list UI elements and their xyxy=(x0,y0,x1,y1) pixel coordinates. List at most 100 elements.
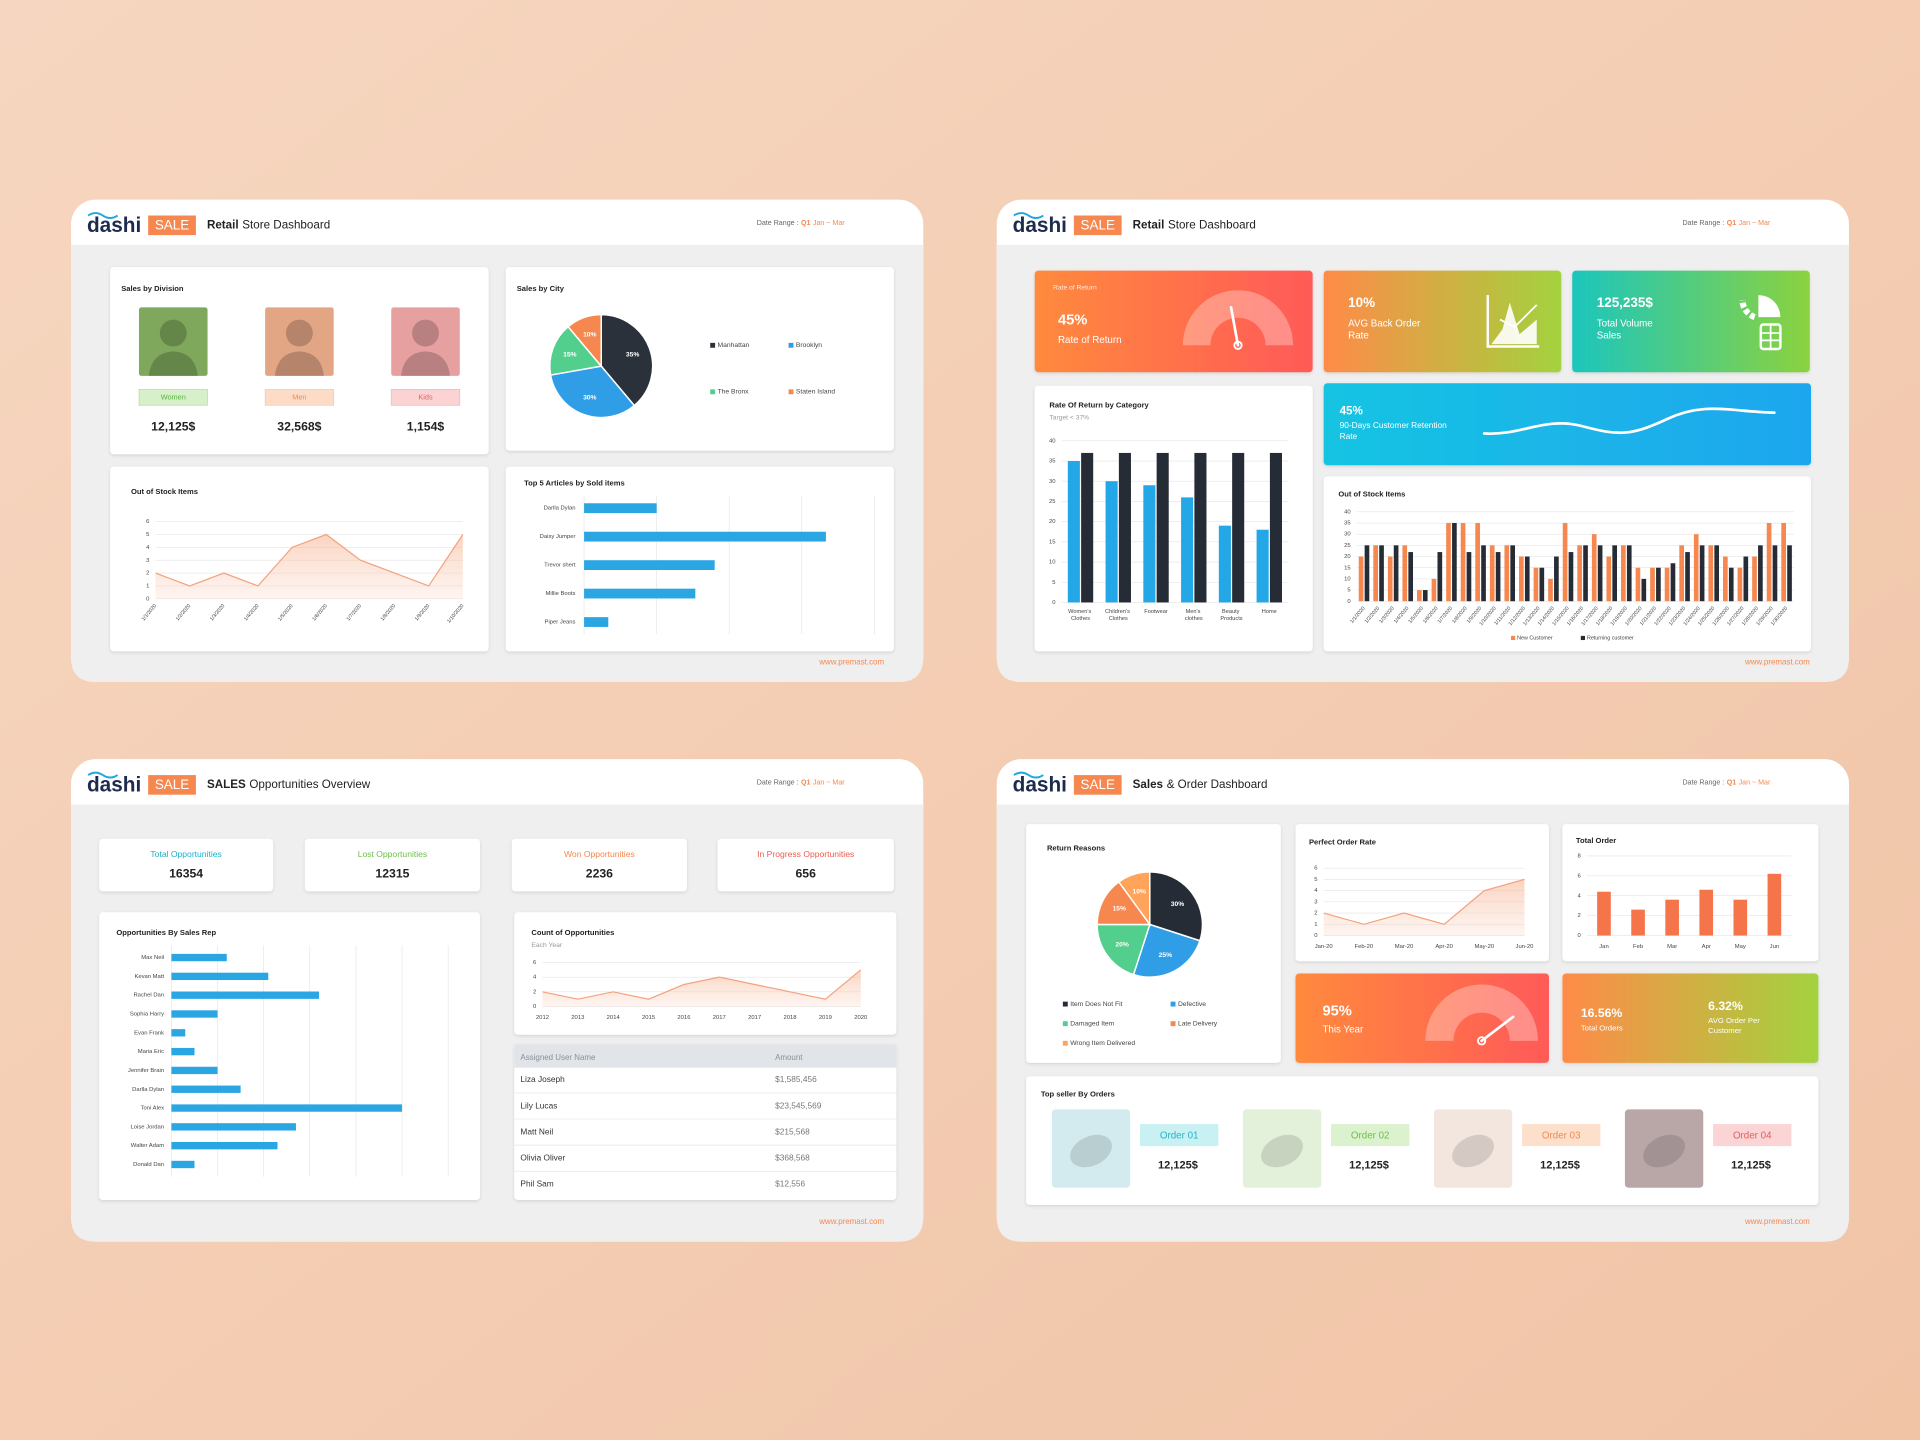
bar xyxy=(1693,534,1699,602)
y-tick-label: 8 xyxy=(1578,853,1581,859)
bar xyxy=(1067,461,1080,603)
stat-title: Lost Opportunities xyxy=(358,849,428,859)
bar xyxy=(1679,545,1684,602)
bar xyxy=(171,1160,195,1169)
gauge xyxy=(1425,984,1538,1041)
icon xyxy=(1739,299,1756,321)
title-rest: Opportunities Overview xyxy=(249,778,370,791)
y-tick-label: 6 xyxy=(533,960,536,966)
order-label: Order 01 xyxy=(1160,1130,1199,1141)
bar xyxy=(1631,909,1645,936)
title-strong: Retail xyxy=(207,218,239,231)
panel xyxy=(717,838,894,892)
y-tick-label: 4 xyxy=(533,975,537,981)
bar xyxy=(1143,485,1156,603)
photo xyxy=(265,307,334,376)
date-label: Date Range : xyxy=(757,778,799,786)
y-tick-label: 20 xyxy=(1344,554,1351,560)
x-tick-label: Footwear xyxy=(1144,610,1168,616)
slice-label: 10% xyxy=(1132,889,1145,896)
slice-label: 25% xyxy=(1159,952,1172,959)
panel xyxy=(1562,973,1819,1063)
x-tick-label: Feb xyxy=(1633,944,1644,950)
photo-body xyxy=(274,351,324,376)
panel-group: Rate Of Return by Category Target < 37% 0 5… xyxy=(1034,385,1313,652)
gauge xyxy=(1182,290,1294,346)
logo: dashi xyxy=(1013,774,1067,797)
x-tick-label: 2019 xyxy=(819,1015,832,1021)
date-quarter: Q1 xyxy=(801,778,811,786)
y-tick-label: 6 xyxy=(1578,873,1581,879)
pie-slice xyxy=(1132,923,1201,978)
category-label: Piper Jeans xyxy=(545,620,576,626)
line xyxy=(155,533,464,587)
bar xyxy=(1708,545,1714,602)
bar xyxy=(1081,452,1094,603)
bar xyxy=(1118,452,1131,603)
panel-group: Won Opportunities 2236 xyxy=(511,838,687,892)
stat-value: 12315 xyxy=(375,867,409,881)
x-tick-label: Apr-20 xyxy=(1435,944,1453,950)
bar xyxy=(1728,567,1734,602)
bar xyxy=(1495,552,1501,602)
kpi-value: 6.32% xyxy=(1708,999,1743,1013)
panel-group: Assigned User Name Amount Liza Joseph $1,58… xyxy=(514,1044,897,1200)
bar xyxy=(1408,552,1414,602)
date-label: Date Range : xyxy=(757,219,799,227)
logo-swoosh xyxy=(87,771,119,779)
logo-tag-box xyxy=(148,775,196,795)
y-tick-label: 1 xyxy=(1314,922,1317,928)
logo-swoosh xyxy=(1013,771,1044,779)
stat-value: 656 xyxy=(796,867,817,881)
category-label: Toni Alex xyxy=(141,1106,165,1112)
pie-slice xyxy=(1117,871,1151,927)
x-tick-label: 2015 xyxy=(642,1015,656,1021)
bar xyxy=(1379,545,1384,602)
bar xyxy=(1562,523,1568,602)
bar xyxy=(1670,563,1676,602)
x-tick-label: 2020 xyxy=(854,1015,868,1021)
x-tick-label: Children's Clothes xyxy=(1105,610,1131,623)
bar xyxy=(1621,545,1626,602)
y-tick-label: 5 xyxy=(1314,877,1318,883)
slice-label: 20% xyxy=(1115,941,1128,948)
x-tick-label: 2013 xyxy=(571,1015,584,1021)
area-fill xyxy=(155,534,463,599)
photo-product xyxy=(1070,1134,1112,1168)
stat-title: Won Opportunities xyxy=(564,849,635,859)
kpi-value: 125,235$ xyxy=(1597,295,1654,310)
table-header xyxy=(514,1044,897,1068)
y-tick-label: 0 xyxy=(533,1004,537,1010)
logo-tag-box xyxy=(148,215,196,236)
table-cell: Lily Lucas xyxy=(520,1100,557,1110)
pill xyxy=(1522,1124,1601,1147)
bar xyxy=(1460,523,1466,602)
pill xyxy=(264,389,335,406)
order-value: 12,125$ xyxy=(1731,1160,1771,1172)
division-label: Women xyxy=(161,392,186,401)
kpi-caption: Rate of Return xyxy=(1053,285,1097,292)
bar xyxy=(1699,889,1714,936)
panel-title: Sales by Division xyxy=(121,284,184,293)
bar xyxy=(584,617,609,627)
x-tick-label: Beauty Products xyxy=(1220,610,1242,623)
bar xyxy=(1656,567,1661,602)
category-label: Kevan Matt xyxy=(134,974,164,980)
panel xyxy=(99,838,274,892)
x-tick-label: May-20 xyxy=(1475,944,1495,950)
slide-title: Sales & Order Dashboard xyxy=(1133,778,1268,791)
table-cell: $368,568 xyxy=(775,1152,810,1162)
pill xyxy=(1331,1124,1410,1147)
table-cell: Matt Neil xyxy=(520,1126,553,1136)
bar xyxy=(171,1066,218,1075)
legend-swatch xyxy=(1580,635,1585,641)
y-tick-label: 25 xyxy=(1049,499,1056,505)
bar xyxy=(1733,899,1748,936)
pill xyxy=(390,389,461,406)
icon xyxy=(1760,324,1781,349)
panel-group: Total Order 0 2 4 6 8 Jan Feb Mar Apr May Jun xyxy=(1562,824,1819,962)
bar xyxy=(1256,529,1269,603)
panel-title: Top 5 Articles by Sold items xyxy=(524,479,625,488)
